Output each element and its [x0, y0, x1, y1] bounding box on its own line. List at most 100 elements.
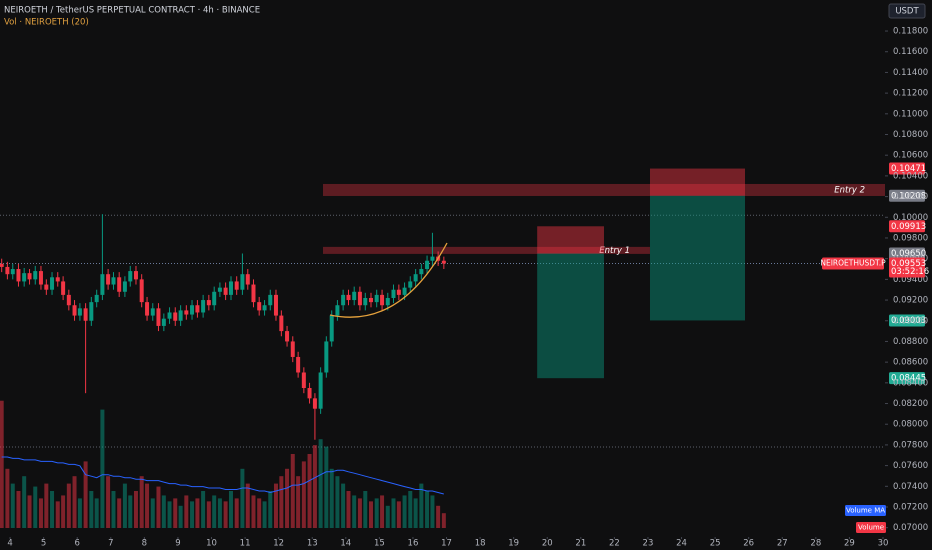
x-tick-label: 15 — [374, 539, 385, 549]
candle-body — [10, 269, 15, 275]
x-tick-label: 14 — [340, 539, 351, 549]
volume-bar — [430, 495, 435, 528]
candle-body — [0, 263, 4, 267]
candle-body — [357, 291, 362, 306]
candle-body — [312, 398, 317, 409]
candle-body — [251, 284, 256, 303]
candle-body — [368, 297, 373, 303]
volume-bar — [257, 498, 262, 528]
volume-bar — [206, 501, 211, 528]
volume-bar — [128, 495, 133, 528]
volume-bar — [111, 491, 116, 528]
candle-body — [161, 318, 166, 326]
entry-zone — [322, 246, 650, 254]
y-tick-label: 0.10200 — [893, 192, 928, 202]
x-tick-label: 5 — [41, 539, 46, 549]
candle-body — [55, 277, 60, 282]
volume-bar — [436, 505, 441, 528]
candle-body — [374, 294, 379, 303]
volume-bar — [106, 476, 111, 528]
entry-label: Entry 1 — [599, 246, 630, 256]
x-tick-label: 30 — [878, 539, 889, 549]
candle-body — [329, 315, 334, 342]
currency-button[interactable] — [888, 3, 926, 19]
volume-bar — [10, 483, 15, 528]
y-tick-label: 0.09800 — [893, 233, 928, 243]
candle-body — [206, 300, 211, 306]
x-tick-label: 23 — [643, 539, 654, 549]
candle-body — [139, 279, 144, 303]
price-label: 0.09650 — [891, 249, 926, 259]
trend-curve — [329, 242, 448, 318]
candle-body — [190, 305, 195, 315]
last-price-bg — [889, 257, 925, 278]
currency-label[interactable]: USDT — [895, 7, 919, 17]
candle-body — [273, 294, 278, 316]
x-tick-label: 9 — [175, 539, 180, 549]
x-tick-label: 7 — [108, 539, 113, 549]
y-tick-label: 0.09400 — [893, 275, 928, 285]
volume-bar — [184, 495, 189, 528]
volume-bar — [156, 486, 161, 528]
stop-area — [649, 168, 745, 196]
entry-label: Entry 2 — [834, 185, 865, 195]
candle-body — [156, 308, 161, 326]
volume-bar — [307, 454, 312, 528]
volume-bar — [441, 513, 446, 528]
volume-bar — [396, 501, 401, 528]
x-tick-label: 22 — [609, 539, 620, 549]
x-tick-label: 25 — [710, 539, 721, 549]
candle-body — [408, 281, 413, 288]
volume-bar — [318, 439, 323, 528]
candle-body — [279, 315, 284, 332]
volume-bar — [145, 483, 150, 528]
candle-body — [430, 256, 435, 261]
price-label: 0.10208 — [891, 191, 926, 201]
candle-body — [396, 289, 401, 295]
volume-bar — [33, 486, 38, 528]
y-tick-label: 0.07000 — [893, 523, 928, 533]
candle-body — [285, 331, 290, 342]
y-tick-label: 0.11200 — [893, 89, 928, 99]
x-tick-label: 18 — [475, 539, 486, 549]
candle-body — [352, 291, 357, 301]
volume-bar — [50, 491, 55, 528]
candle-body — [228, 281, 233, 295]
y-tick-label: 0.07600 — [893, 461, 928, 471]
candle-body — [77, 308, 82, 316]
volume-bar — [240, 468, 245, 528]
candle-body — [66, 294, 71, 306]
y-tick-label: 0.07800 — [893, 440, 928, 450]
volume-bar — [391, 498, 396, 528]
candle-body — [402, 287, 407, 295]
volume-bar — [72, 476, 77, 528]
candle-body — [22, 273, 27, 282]
volume-bar — [195, 498, 200, 528]
price-label-bg — [889, 220, 925, 233]
y-tick-label: 0.11400 — [893, 68, 928, 78]
candle-body — [296, 356, 301, 373]
volume-bar — [279, 476, 284, 528]
volume-bar — [408, 491, 413, 528]
candle-body — [363, 297, 368, 306]
price-label-bg — [889, 189, 925, 202]
y-tick-label: 0.11600 — [893, 47, 928, 57]
volume-bar — [228, 491, 233, 528]
candle-body — [335, 305, 340, 316]
volume-bar — [419, 483, 424, 528]
candle-body — [117, 277, 122, 292]
volume-ma-tag — [845, 505, 886, 516]
volume-bar — [133, 491, 138, 528]
volume-bar — [201, 491, 206, 528]
volume-bar — [368, 501, 373, 528]
candle-body — [245, 274, 250, 285]
volume-bar — [16, 491, 21, 528]
volume-bar — [223, 501, 228, 528]
x-tick-label: 29 — [844, 539, 855, 549]
volume-bar — [251, 495, 256, 528]
candle-body — [5, 266, 10, 275]
y-tick-label: 0.10800 — [893, 130, 928, 140]
chart-title: NEIROETH / TetherUS PERPETUAL CONTRACT ·… — [4, 6, 260, 16]
x-tick-label: 12 — [273, 539, 284, 549]
y-tick-label: 0.08000 — [893, 420, 928, 430]
